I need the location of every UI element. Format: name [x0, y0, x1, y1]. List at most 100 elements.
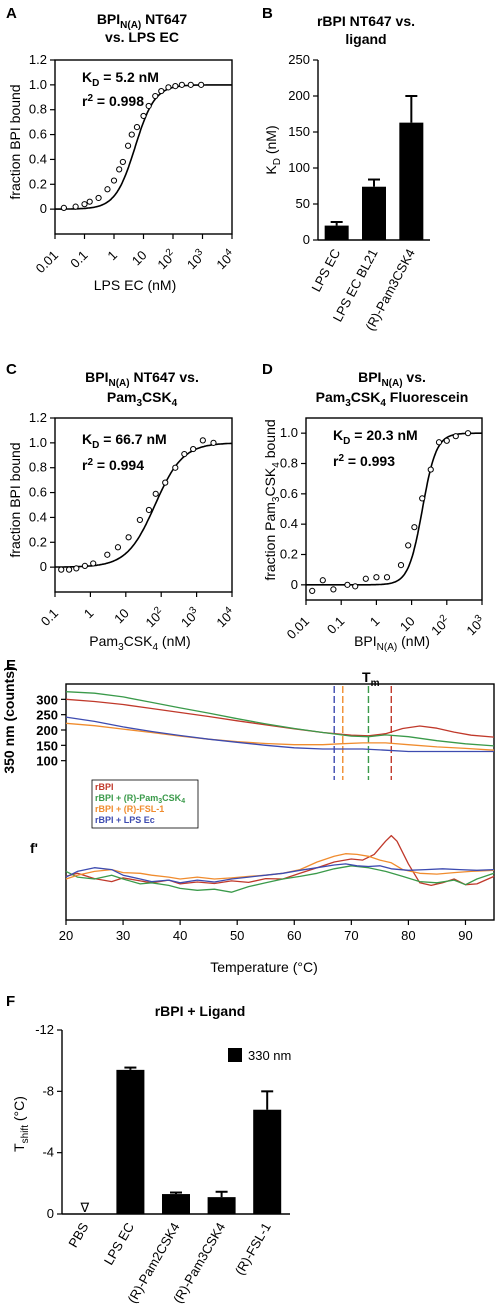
y-tick-label: 250 [288, 52, 310, 67]
x-tick-label: 0.1 [38, 606, 61, 629]
panel-f-ylabel: Tshift (°C) [11, 1096, 31, 1152]
derivative-curve [65, 834, 495, 887]
panel-c: C BPIN(A) NT647 vs. Pam3CSK4 KD = 66.7 n… [6, 361, 238, 653]
y-tick-label: 0 [40, 559, 47, 574]
panel-b-title-line1: rBPI NT647 vs. [317, 13, 415, 29]
panel-d-kd: KD = 20.3 nM [333, 427, 418, 447]
data-point [90, 560, 97, 567]
y-tick-label: -12 [35, 1022, 54, 1037]
y-tick-label: 100 [288, 160, 310, 175]
panel-c-xlabel: Pam3CSK4 (nM) [89, 633, 190, 653]
panel-d: D BPIN(A) vs. Pam3CSK4 Fluorescein KD = … [262, 361, 488, 653]
x-tick-label: 0.1 [67, 248, 90, 271]
plot-frame [305, 417, 483, 601]
x-tick-label: 30 [116, 928, 130, 943]
data-point [158, 87, 165, 95]
melt-curve [65, 691, 495, 747]
data-point [165, 84, 172, 91]
panel-a-title-line1: BPIN(A) NT647 [97, 11, 188, 31]
y-tick-label: 0.8 [29, 102, 47, 117]
y-tick-label: 0.6 [29, 127, 47, 142]
data-point [435, 439, 443, 446]
panel-a-ylabel: fraction BPI bound [7, 84, 23, 199]
x-tick-label: 102 [427, 612, 453, 638]
data-point [116, 166, 123, 173]
y-tick-label: 50 [296, 196, 310, 211]
data-point [95, 194, 102, 202]
fit-curve [306, 432, 482, 586]
x-tick-label: 0.01 [284, 614, 313, 643]
x-tick-label: 10 [111, 606, 132, 627]
y-tick-label: 0.8 [29, 460, 47, 475]
x-tick-label: 40 [173, 928, 187, 943]
panel-c-r2: r2 = 0.994 [82, 457, 144, 473]
x-tick-label: 0.1 [324, 614, 347, 637]
data-point [172, 464, 179, 471]
data-point [145, 102, 152, 110]
data-point [181, 450, 188, 458]
data-point [464, 430, 472, 437]
data-point [110, 177, 118, 184]
bar [399, 122, 424, 240]
data-point [128, 131, 135, 138]
x-tick-label: 90 [458, 928, 472, 943]
bar [253, 1109, 282, 1214]
y-tick-label: 0 [303, 232, 310, 247]
panel-label-d: D [262, 361, 273, 378]
data-point [443, 437, 450, 444]
panel-c-title-line2: Pam3CSK4 [107, 389, 178, 409]
y-tick-label: 1.0 [29, 435, 47, 450]
panel-e: E Tm 350 nm (counts) f' Temperature (°C)… [1, 657, 495, 975]
panel-a-xlabel: LPS EC (nM) [94, 277, 176, 293]
x-tick-label: 70 [344, 928, 358, 943]
y-tick-label: 0 [47, 1206, 54, 1221]
legend-box [91, 779, 199, 829]
panel-d-title-line2: Pam3CSK4 Fluorescein [316, 389, 469, 409]
y-tick-label: 0.2 [29, 176, 47, 191]
derivative-curve [65, 865, 495, 893]
x-tick-label: 103 [183, 246, 209, 272]
panel-b-title-line2: ligand [345, 31, 386, 47]
y-tick-label: 150 [36, 738, 58, 753]
y-tick-label: 1.2 [29, 410, 47, 425]
data-point [309, 587, 316, 595]
y-tick-label: 0.2 [280, 547, 298, 562]
y-tick-label: 200 [288, 88, 310, 103]
data-point [411, 524, 418, 531]
data-point [190, 445, 197, 453]
panel-c-ylabel: fraction BPI bound [7, 442, 23, 557]
data-point [81, 562, 89, 570]
data-point [210, 439, 217, 446]
x-tick-label: 104 [213, 604, 239, 630]
legend-swatch [228, 1048, 242, 1062]
x-tick-label: 1 [81, 606, 97, 622]
data-point [152, 92, 159, 100]
plot-frame [65, 683, 495, 921]
panel-label-b: B [262, 5, 273, 22]
x-tick-label: 80 [401, 928, 415, 943]
bar [162, 1194, 190, 1214]
data-point [145, 506, 153, 514]
data-point [319, 577, 326, 584]
x-tick-label: 103 [177, 604, 203, 630]
data-point [362, 575, 369, 582]
bar [207, 1197, 236, 1214]
x-tick-label: 10 [129, 248, 150, 269]
y-tick-label: 1.0 [29, 77, 47, 92]
panel-a-kd: KD = 5.2 nM [82, 69, 159, 89]
data-point [172, 83, 179, 90]
y-tick-label: 200 [36, 723, 58, 738]
panel-e-ylabel: 350 nm (counts) [1, 666, 17, 773]
panel-label-c: C [6, 361, 17, 378]
bar [116, 1069, 145, 1214]
panel-c-kd: KD = 66.7 nM [82, 431, 167, 451]
y-tick-label: 0.4 [29, 509, 47, 524]
data-point [397, 562, 405, 569]
category-label: LPS EC [308, 246, 343, 294]
panel-d-r2: r2 = 0.993 [333, 453, 395, 469]
legend-label: rBPI + (R)-FSL-1 [95, 804, 164, 814]
y-tick-label: -8 [42, 1083, 54, 1098]
x-tick-label: 10 [397, 614, 418, 635]
y-tick-label: 0.2 [29, 534, 47, 549]
